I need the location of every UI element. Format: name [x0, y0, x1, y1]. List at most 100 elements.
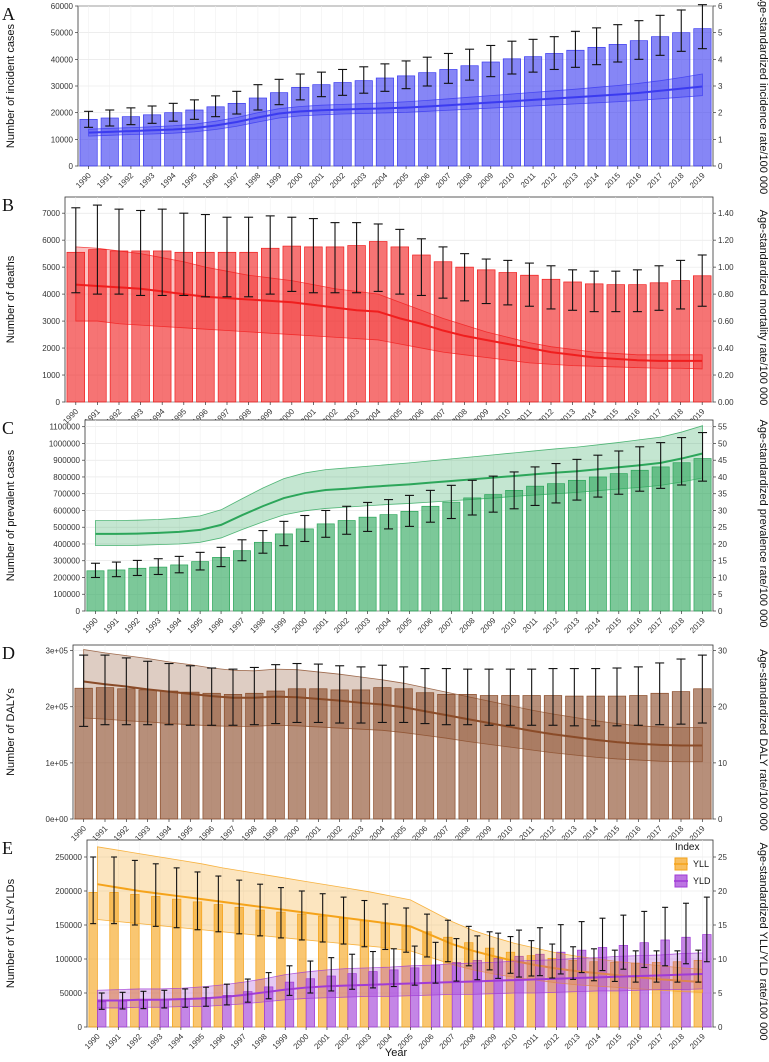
x-tick-label: 1995 [180, 171, 199, 190]
x-tick-label: 1997 [222, 171, 241, 190]
rate-ui-band [97, 846, 703, 993]
y-tick-label: 0 [69, 162, 74, 171]
x-tick-label: 2001 [312, 1032, 331, 1051]
x-tick-label: 1991 [104, 1032, 123, 1051]
x-tick-label: 2006 [417, 1032, 436, 1051]
y2-tick-label: 0.80 [718, 290, 734, 299]
bar [439, 69, 458, 167]
rate-line [97, 972, 703, 1002]
y2-tick-label: 30 [718, 647, 727, 656]
y2-tick-label: 35 [718, 490, 727, 499]
error-bars [71, 204, 707, 313]
x-tick-label: 1990 [81, 616, 100, 635]
x-tick-label: 2014 [583, 616, 602, 635]
y2-tick-label: 40 [718, 473, 727, 482]
y2-tick-label: 0 [718, 162, 723, 171]
x-tick-label: 2008 [458, 616, 477, 635]
x-tick-label: 1998 [248, 616, 267, 635]
y-tick-label: 60000 [51, 2, 74, 11]
x-tick-label: 2000 [290, 616, 309, 635]
y-tick-label: 900000 [53, 456, 80, 465]
y-tick-label: 1000 [42, 371, 60, 380]
x-tick-label: 1993 [144, 616, 163, 635]
x-tick-label: 2010 [500, 616, 519, 635]
y2-tick-label: 10 [718, 955, 727, 964]
x-tick-label: 2015 [603, 171, 622, 190]
x-tick-label: 2006 [413, 171, 432, 190]
bar [460, 65, 479, 167]
x-tick-label: 2016 [625, 616, 644, 635]
x-tick-label: 2009 [479, 1032, 498, 1051]
y-tick-label: 100000 [55, 955, 82, 964]
x-tick-label: 2016 [625, 1032, 644, 1051]
x-tick-label: 1990 [74, 171, 93, 190]
y-tick-label: 400000 [53, 540, 80, 549]
x-tick-label: 2014 [584, 1032, 603, 1051]
y-tick-label: 40000 [51, 55, 74, 64]
x-tick-label: 1992 [123, 616, 142, 635]
y2-axis-title: Age-standardized DALY rate/100 000 [757, 649, 769, 831]
x-tick-label: 2011 [519, 171, 538, 190]
x-tick-label: 2008 [458, 1032, 477, 1051]
y2-tick-label: 50 [718, 439, 727, 448]
y-tick-label: 2000 [42, 344, 60, 353]
legend-title: Index [675, 842, 699, 853]
x-tick-label: 1994 [159, 171, 178, 190]
x-tick-label: 2015 [604, 616, 623, 635]
y-tick-label: 0e+00 [46, 815, 69, 824]
y-axis-title: Number of DALYs [5, 688, 17, 776]
x-tick-label: 1990 [69, 824, 88, 843]
y-tick-label: 3000 [42, 317, 60, 326]
x-tick-label: 2004 [374, 616, 393, 635]
y2-tick-label: 0.60 [718, 317, 734, 326]
y2-tick-label: 30 [718, 506, 727, 515]
x-tick-label: 2007 [434, 171, 453, 190]
x-tick-label: 2017 [646, 171, 665, 190]
bars-main [66, 241, 712, 403]
y2-tick-label: 1.00 [718, 263, 734, 272]
bar [693, 28, 712, 167]
y-axis-title: Number of YLLs/YLDs [5, 878, 17, 988]
bar [545, 53, 564, 167]
y-tick-label: 300000 [53, 557, 80, 566]
y2-tick-label: 10 [718, 759, 727, 768]
y-tick-label: 10000 [51, 135, 74, 144]
error-bars [79, 654, 707, 727]
y-tick-label: 100000 [53, 590, 80, 599]
x-axis-title: Year [385, 1047, 408, 1059]
x-tick-label: 2009 [479, 616, 498, 635]
legend-label-yld: YLD [693, 876, 711, 886]
y-tick-label: 6000 [42, 236, 60, 245]
y-tick-label: 7000 [42, 209, 60, 218]
y2-tick-label: 0.40 [718, 344, 734, 353]
y2-tick-label: 15 [718, 557, 727, 566]
legend-label-yll: YLL [693, 859, 709, 869]
bars-main [86, 458, 712, 612]
y2-tick-label: 20 [718, 887, 727, 896]
y-tick-label: 0 [76, 607, 81, 616]
x-tick-label: 2018 [667, 616, 686, 635]
x-tick-label: 2008 [455, 171, 474, 190]
bar [418, 72, 437, 167]
x-tick-label: 1991 [102, 616, 121, 635]
x-tick-label: 2019 [688, 1032, 707, 1051]
y2-tick-label: 0 [718, 607, 723, 616]
y-tick-label: 0 [78, 1023, 83, 1032]
y2-tick-label: 5 [718, 29, 723, 38]
y-axis-title: Number of deaths [5, 255, 17, 343]
panel-letter: B [2, 195, 14, 215]
x-tick-label: 2004 [370, 171, 389, 190]
y-tick-label: 3e+05 [46, 647, 69, 656]
panel-b: 0 1000 2000 3000 4000 5000 6000 7000 0.00 0.20 0.4… [2, 195, 769, 426]
x-tick-label: 2011 [522, 1032, 541, 1051]
y2-tick-label: 1.20 [718, 236, 734, 245]
x-tick-label: 2002 [328, 171, 347, 190]
x-tick-label: 1991 [95, 171, 114, 190]
panel-letter: A [2, 4, 15, 24]
y2-tick-label: 2 [718, 109, 723, 118]
panel-a: 0 10000 20000 30000 40000 50000 60000 0 1 2 3 4 5 6 19… [2, 0, 769, 194]
x-tick-label: 2000 [292, 1032, 311, 1051]
panel-c: 0 100000 200000 300000 400000 500000 600000 700… [2, 418, 769, 635]
y2-tick-label: 25 [718, 523, 727, 532]
